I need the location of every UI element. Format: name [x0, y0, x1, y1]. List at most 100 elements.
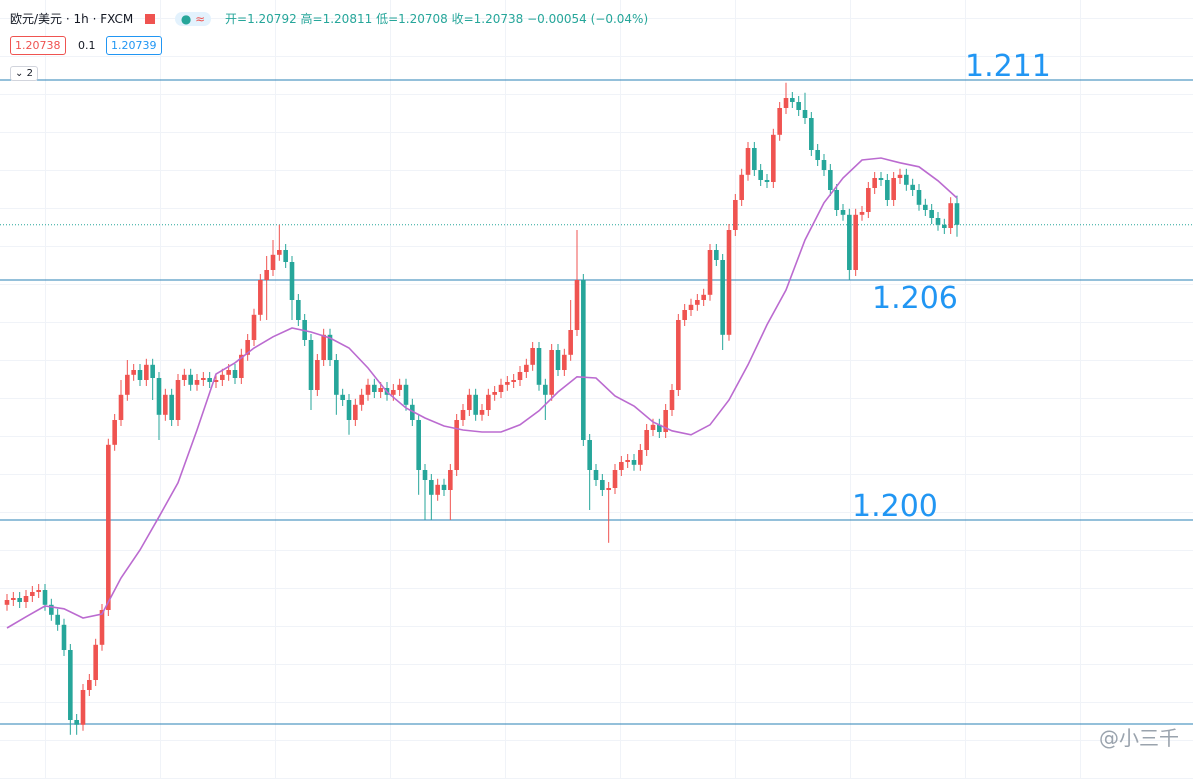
candle-body	[125, 374, 130, 395]
candle-body	[232, 370, 238, 378]
candle-body	[251, 314, 257, 340]
candle-body	[904, 174, 909, 185]
candle-body	[289, 262, 295, 300]
candle-body	[245, 340, 250, 355]
ohlc-open: 开=1.20792	[225, 12, 297, 26]
candle-body	[790, 98, 795, 102]
candle-body	[220, 374, 225, 380]
spread: 0.1	[78, 39, 96, 52]
candle-body	[663, 410, 668, 432]
candle-body	[847, 214, 852, 270]
candle-body	[23, 596, 29, 602]
symbol-line: 欧元/美元 · 1h · FXCM ● ≈ 开=1.20792 高=1.2081…	[10, 12, 649, 26]
candle-body	[55, 614, 60, 625]
candle-body	[486, 394, 491, 410]
candle-body	[213, 380, 219, 382]
candle-body	[581, 280, 586, 440]
candle-body	[631, 460, 637, 465]
candle-body	[372, 384, 377, 392]
candle-body	[42, 590, 48, 605]
candle-body	[910, 184, 915, 190]
candle-body	[321, 334, 326, 360]
candle-body	[270, 254, 276, 270]
candle-body	[796, 102, 801, 110]
ohlc-change: −0.00054 (−0.04%)	[527, 12, 649, 26]
candle-body	[714, 250, 719, 260]
candle-body	[296, 300, 301, 320]
candle-body	[346, 400, 352, 420]
candle-body	[752, 148, 757, 170]
candle-body	[809, 118, 814, 150]
candle-body	[435, 484, 440, 495]
candle-body	[511, 380, 516, 382]
candle-body	[201, 378, 206, 380]
watermark: @小三千	[1099, 726, 1179, 750]
candle-body	[536, 348, 542, 385]
candle-body	[308, 340, 314, 390]
candle-body	[733, 200, 738, 230]
candle-body	[555, 350, 561, 370]
status-badge[interactable]: ● ≈	[174, 12, 212, 26]
candle-body	[929, 210, 934, 218]
candle-body	[74, 720, 79, 725]
candle-body	[188, 374, 193, 385]
candle-body	[410, 404, 415, 420]
candle-body	[397, 384, 402, 390]
candle-body	[315, 360, 320, 390]
candle-body	[277, 250, 282, 255]
candle-body	[859, 212, 865, 215]
indicator-count: 2	[26, 68, 33, 79]
candle-body	[954, 203, 960, 225]
candle-body	[118, 394, 124, 420]
flag-icon[interactable]	[145, 14, 156, 24]
candle-body	[574, 280, 580, 330]
candle-body	[638, 450, 643, 465]
candle-body	[112, 420, 117, 445]
candle-body	[764, 180, 770, 182]
candle-body	[657, 424, 662, 432]
indicator-toggle[interactable]: ⌄ 2	[10, 66, 38, 81]
candle-body	[600, 480, 605, 490]
candle-body	[543, 384, 548, 395]
candle-body	[524, 364, 529, 372]
candle-body	[441, 484, 447, 490]
candle-body	[36, 590, 41, 592]
candle-body	[137, 370, 143, 380]
candle-body	[144, 364, 149, 380]
candle-body	[353, 404, 358, 420]
candle-body	[821, 160, 827, 170]
interval[interactable]: 1h	[73, 12, 89, 26]
candle-body	[30, 592, 35, 596]
moving-average	[6, 157, 958, 629]
candle-body	[378, 388, 383, 392]
candle-body	[93, 644, 98, 680]
candle-body	[758, 170, 763, 180]
candle-body	[802, 110, 808, 118]
candle-body	[448, 470, 453, 490]
candle-body	[4, 600, 10, 605]
candle-body	[498, 384, 504, 392]
candle-body	[49, 604, 54, 615]
candle-body	[11, 598, 16, 600]
candle-body	[87, 680, 92, 690]
candle-body	[403, 384, 409, 405]
candle-body	[593, 470, 599, 480]
candle-body	[840, 210, 846, 215]
candle-body	[897, 174, 903, 178]
buy-price[interactable]: 1.20739	[106, 36, 162, 55]
candle-body	[68, 650, 73, 720]
candle-body	[644, 430, 649, 450]
candle-body	[745, 148, 751, 175]
candle-body	[422, 470, 428, 480]
ohlc-high: 高=1.20811	[300, 12, 373, 26]
candle-body	[739, 174, 744, 200]
candle-body	[359, 394, 364, 405]
candle-body	[726, 230, 732, 335]
symbol[interactable]: 欧元/美元	[10, 12, 63, 26]
sell-price[interactable]: 1.20738	[10, 36, 66, 55]
candle-body	[625, 460, 630, 462]
candle-body	[568, 330, 573, 355]
ohlc-close: 收=1.20738	[451, 12, 524, 26]
candle-body	[707, 250, 713, 295]
